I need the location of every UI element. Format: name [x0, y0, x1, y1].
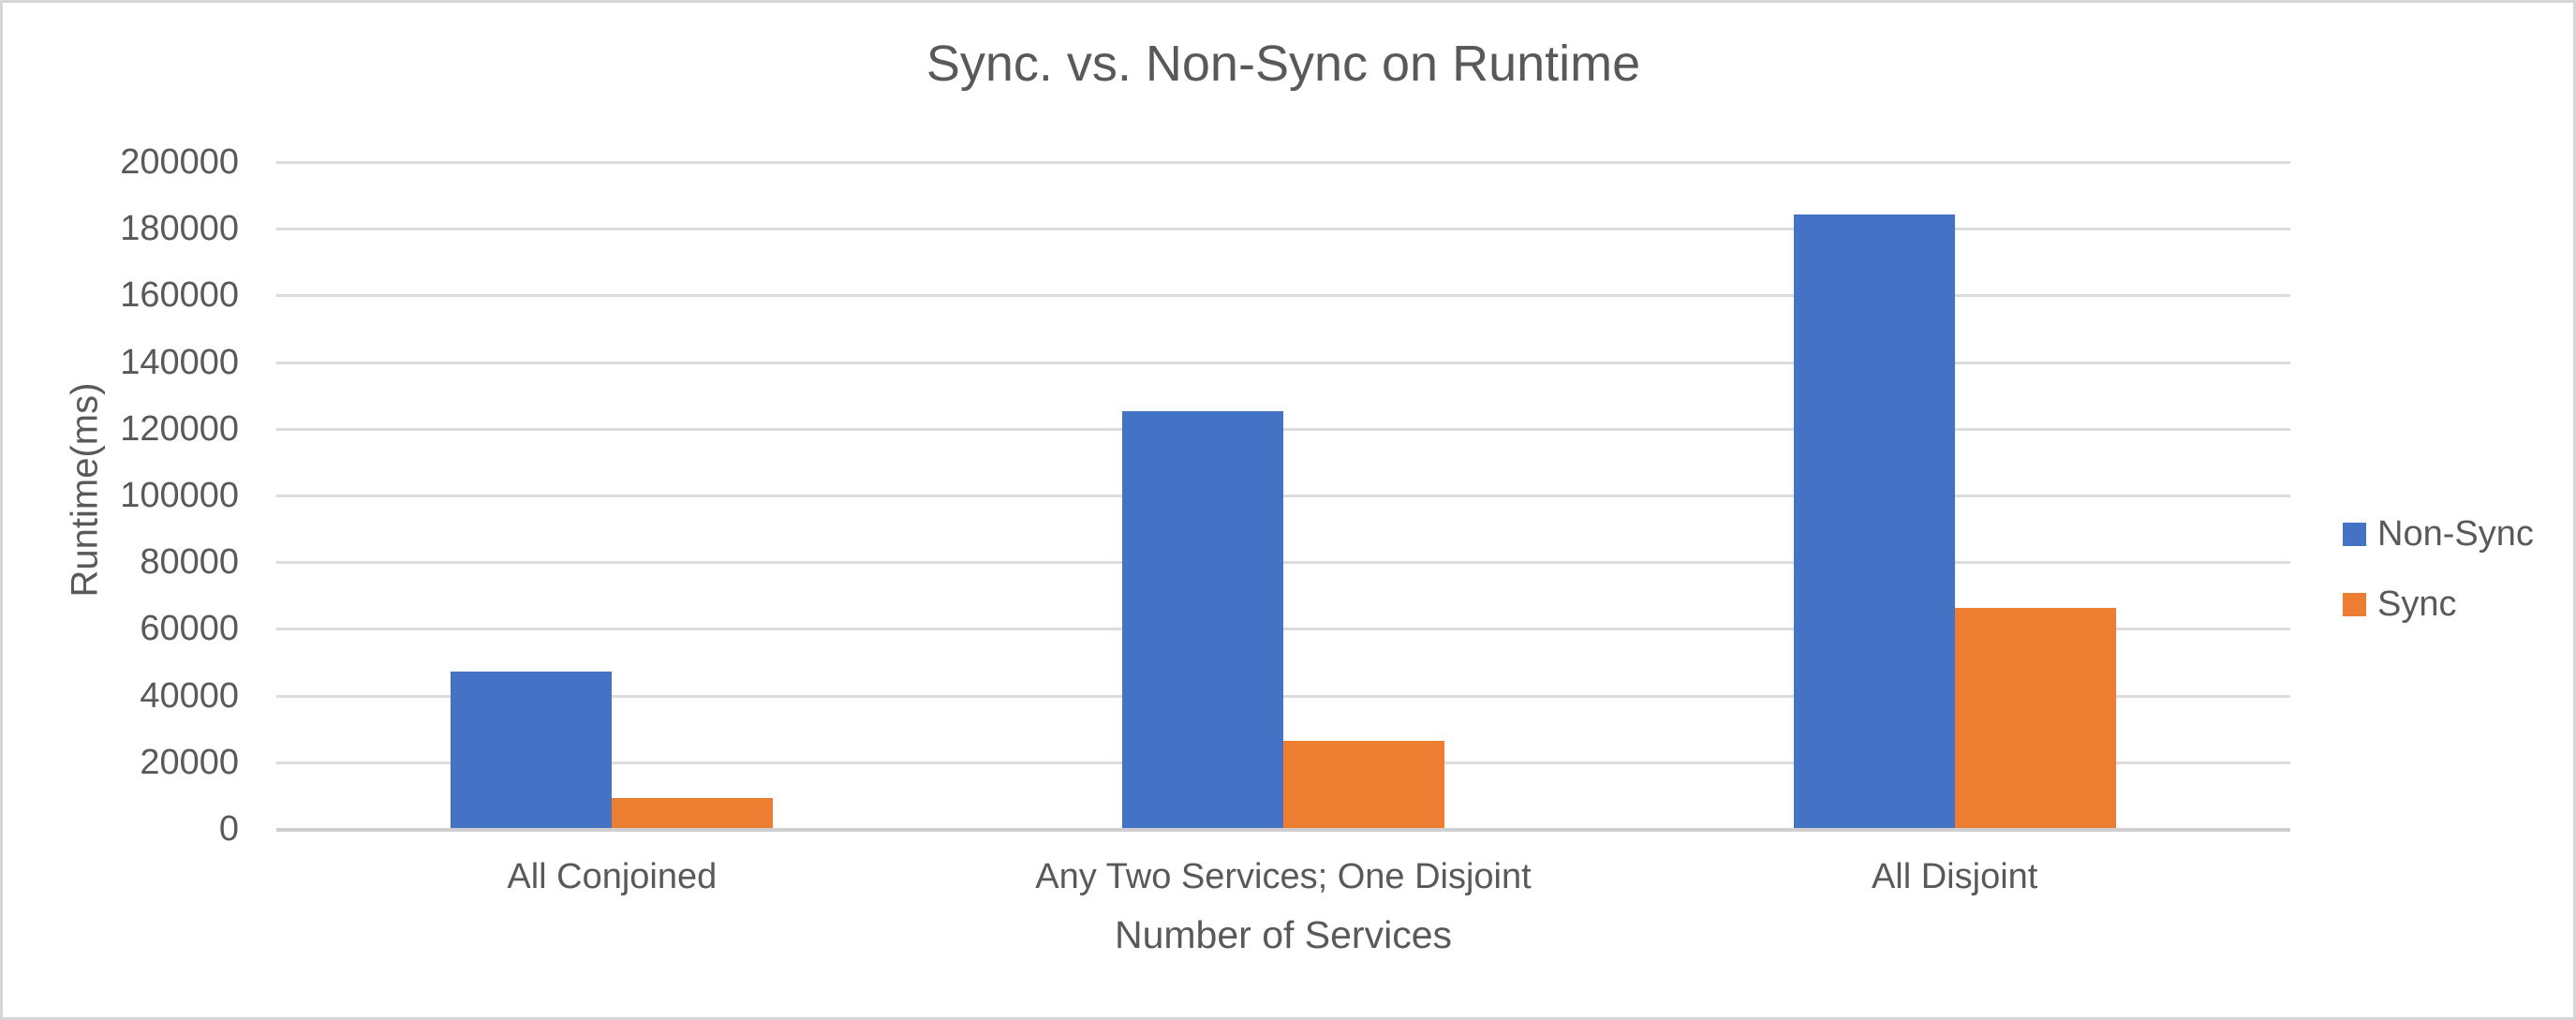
y-axis-title: Runtime(ms)	[64, 382, 106, 598]
legend-swatch-non-sync	[2343, 522, 2366, 546]
y-tick-label: 0	[218, 809, 239, 849]
y-tick-label: 40000	[140, 675, 239, 716]
y-tick-label: 120000	[120, 408, 239, 449]
chart-title: Sync. vs. Non-Sync on Runtime	[925, 36, 1641, 92]
chart-legend: Non-Sync Sync	[2343, 513, 2534, 656]
gridline	[276, 361, 2290, 364]
legend-label: Non-Sync	[2377, 513, 2534, 554]
x-category-label: All Conjoined	[507, 857, 718, 896]
x-category-label: Any Two Services; One Disjoint	[1035, 857, 1532, 896]
legend-item-non-sync: Non-Sync	[2343, 513, 2534, 554]
gridline	[276, 228, 2290, 231]
bar-non-sync-any-two-services-one-disjoint	[1122, 411, 1283, 828]
y-tick-label: 60000	[140, 609, 239, 649]
y-tick-label: 200000	[120, 142, 239, 182]
x-category-label: All Disjoint	[1871, 857, 2038, 896]
y-tick-label: 160000	[120, 275, 239, 316]
gridline	[276, 294, 2290, 298]
plot-area	[276, 161, 2290, 832]
x-axis-title: Number of Services	[1114, 913, 1452, 956]
bar-sync-all-conjoined	[612, 797, 774, 828]
x-axis-line	[276, 828, 2290, 832]
gridline	[276, 495, 2290, 497]
gridline	[276, 628, 2290, 631]
gridline	[276, 561, 2290, 565]
gridline	[276, 161, 2290, 164]
y-tick-label: 80000	[140, 542, 239, 583]
bar-sync-all-disjoint	[1954, 608, 2116, 828]
y-tick-label: 140000	[120, 342, 239, 382]
bar-non-sync-all-disjoint	[1793, 214, 1955, 828]
legend-item-sync: Sync	[2343, 584, 2534, 624]
bar-sync-any-two-services-one-disjoint	[1283, 741, 1444, 828]
gridline	[276, 427, 2290, 431]
y-tick-label: 180000	[120, 209, 239, 249]
gridline	[276, 694, 2290, 698]
y-tick-label: 20000	[140, 742, 239, 782]
legend-swatch-sync	[2343, 592, 2366, 616]
y-tick-label: 100000	[120, 476, 239, 515]
bar-non-sync-all-conjoined	[451, 671, 613, 828]
legend-label: Sync	[2377, 584, 2457, 624]
